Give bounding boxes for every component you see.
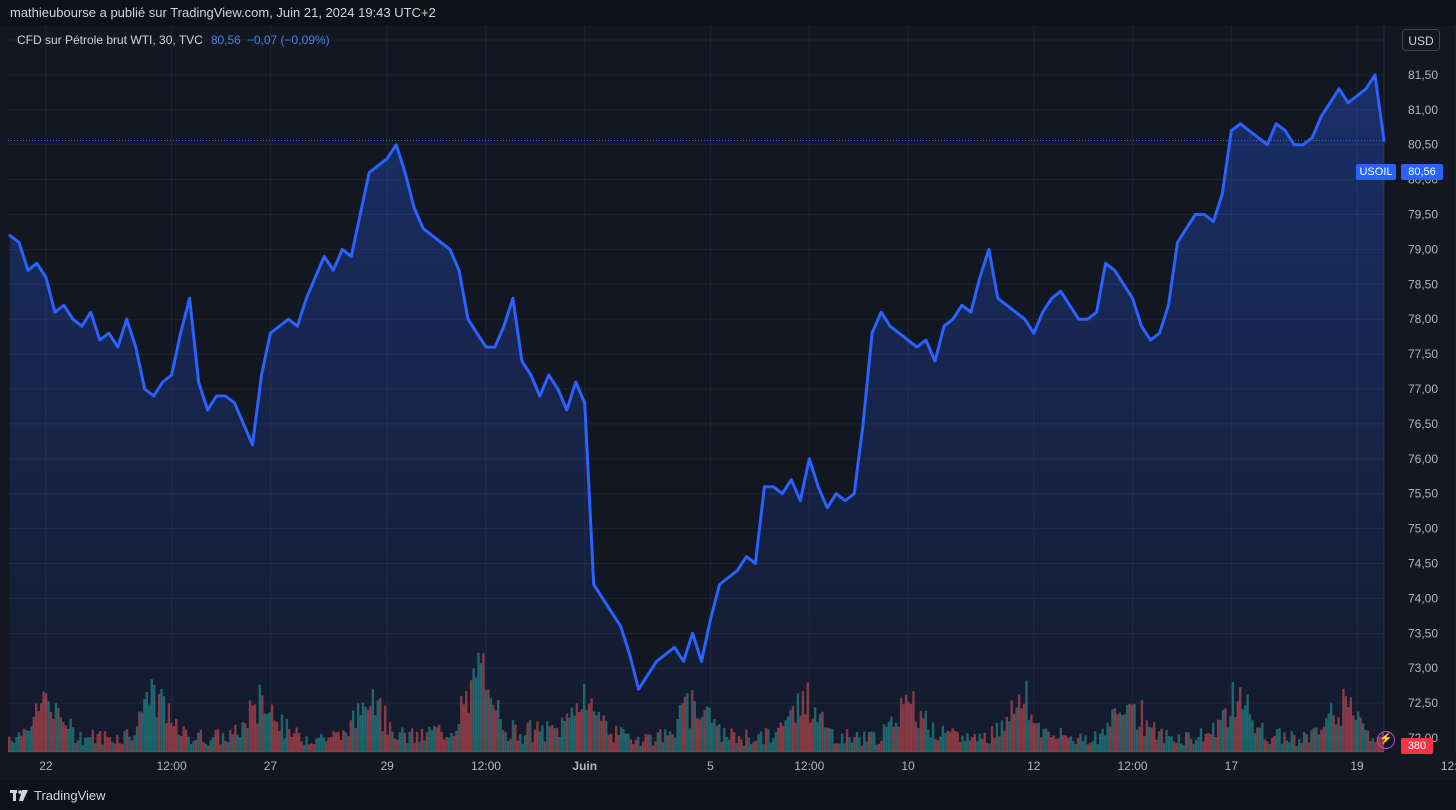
x-tick-label: 12:00 xyxy=(471,759,501,773)
y-tick-label: 74,00 xyxy=(1408,591,1438,605)
y-tick-label: 80,50 xyxy=(1408,138,1438,152)
y-tick-label: 78,50 xyxy=(1408,277,1438,291)
y-tick-label: 72,50 xyxy=(1408,696,1438,710)
x-tick-label: 12:00 xyxy=(157,759,187,773)
y-tick-label: 74,50 xyxy=(1408,557,1438,571)
attribution-text: mathieubourse a publié sur TradingView.c… xyxy=(10,5,436,20)
current-price-badge: 80,56 xyxy=(1401,164,1443,180)
price-change-value: −0,07 (−0,09%) xyxy=(246,33,330,47)
y-tick-label: 78,00 xyxy=(1408,312,1438,326)
symbol-description: CFD sur Pétrole brut WTI, 30, TVC xyxy=(17,33,203,47)
y-tick-label: 77,50 xyxy=(1408,347,1438,361)
symbol-badge: USOIL xyxy=(1356,164,1396,180)
x-tick-label: 12:00 xyxy=(1441,759,1456,773)
brand-name: TradingView xyxy=(34,788,106,803)
x-tick-label: Juin xyxy=(572,759,597,773)
price-line[interactable] xyxy=(8,73,1386,691)
tradingview-logo[interactable]: TradingView xyxy=(10,788,106,803)
y-tick-label: 77,00 xyxy=(1408,382,1438,396)
y-tick-label: 79,00 xyxy=(1408,242,1438,256)
tradingview-logo-icon xyxy=(10,789,28,801)
symbol-legend: CFD sur Pétrole brut WTI, 30, TVC 80,56 −0… xyxy=(17,33,330,47)
x-tick-label: 12 xyxy=(1027,759,1041,773)
y-tick-label: 75,50 xyxy=(1408,487,1438,501)
x-tick-label: 19 xyxy=(1350,759,1364,773)
volume-badge: 380 xyxy=(1401,738,1433,754)
x-tick-label: 12:00 xyxy=(794,759,824,773)
y-tick-label: 81,50 xyxy=(1408,68,1438,82)
x-tick-label: 12:00 xyxy=(1118,759,1148,773)
x-tick-label: 22 xyxy=(39,759,53,773)
footer-bar: TradingView xyxy=(0,780,1456,810)
x-tick-label: 10 xyxy=(901,759,915,773)
y-tick-label: 75,00 xyxy=(1408,522,1438,536)
x-tick-label: 5 xyxy=(707,759,714,773)
y-tick-label: 81,00 xyxy=(1408,103,1438,117)
price-area-fill xyxy=(10,74,1384,752)
currency-button[interactable]: USD xyxy=(1402,29,1440,51)
y-tick-label: 79,50 xyxy=(1408,207,1438,221)
last-price-value: 80,56 xyxy=(210,33,241,47)
x-tick-label: 29 xyxy=(380,759,394,773)
y-tick-label: 76,50 xyxy=(1408,417,1438,431)
lightning-icon[interactable]: ⚡ xyxy=(1377,731,1395,749)
volume-bar xyxy=(8,736,11,752)
x-tick-label: 27 xyxy=(264,759,278,773)
x-tick-label: 17 xyxy=(1225,759,1239,773)
y-tick-label: 73,00 xyxy=(1408,661,1438,675)
y-tick-label: 73,50 xyxy=(1408,626,1438,640)
y-tick-label: 76,00 xyxy=(1408,452,1438,466)
publication-header: mathieubourse a publié sur TradingView.c… xyxy=(0,0,1456,26)
price-chart[interactable]: 72,0072,5073,0073,5074,0074,5075,0075,50… xyxy=(0,0,1456,780)
